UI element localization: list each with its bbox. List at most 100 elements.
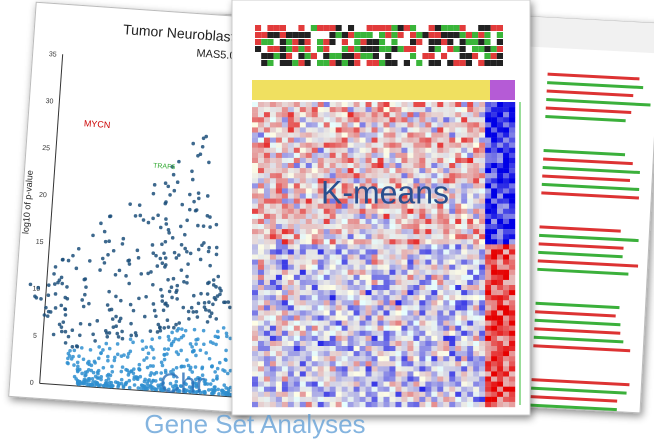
heatmap-cell — [282, 239, 288, 244]
heatmap-cell — [312, 300, 318, 305]
heatmap-cell — [294, 382, 300, 387]
heatmap-cell — [330, 107, 336, 112]
heatmap-cell — [354, 336, 360, 341]
annotation-cell — [274, 53, 280, 59]
heatmap-cell — [503, 316, 509, 321]
annotation-cell — [305, 32, 311, 38]
heatmap-cell — [437, 122, 443, 127]
heatmap-cell — [491, 163, 497, 168]
heatmap-cell — [485, 397, 491, 402]
heatmap-cell — [312, 178, 318, 183]
heatmap-cell — [264, 310, 270, 315]
heatmap-cell — [419, 122, 425, 127]
heatmap-cell — [419, 280, 425, 285]
heatmap-cell — [425, 224, 431, 229]
heatmap-cell — [479, 290, 485, 295]
heatmap-cell — [407, 305, 413, 310]
heatmap-cell — [449, 219, 455, 224]
heatmap-cell — [413, 138, 419, 143]
heatmap-cell — [378, 219, 384, 224]
heatmap-cell — [360, 143, 366, 148]
annotation-cell — [354, 60, 360, 66]
heatmap-cell — [389, 122, 395, 127]
heatmap-cell — [282, 387, 288, 392]
heatmap-cell — [389, 229, 395, 234]
heatmap-cell — [485, 326, 491, 331]
heatmap-cell — [443, 229, 449, 234]
annotation-cell — [422, 39, 428, 45]
heatmap-cell — [336, 305, 342, 310]
heatmap-cell — [336, 153, 342, 158]
heatmap-cell — [443, 168, 449, 173]
heatmap-cell — [455, 173, 461, 178]
heatmap-cell — [437, 346, 443, 351]
annotation-cell — [447, 46, 453, 52]
heatmap-cell — [455, 153, 461, 158]
annotation-cell — [441, 32, 447, 38]
heatmap-cell — [491, 173, 497, 178]
heatmap-cell — [479, 239, 485, 244]
heatmap-cell — [378, 326, 384, 331]
annotation-cell — [280, 39, 286, 45]
annotation-cell — [453, 25, 459, 31]
heatmap-cell — [491, 117, 497, 122]
heatmap-cell — [401, 107, 407, 112]
heatmap-cell — [270, 377, 276, 382]
heatmap-cell — [306, 331, 312, 336]
heatmap-cell — [443, 158, 449, 163]
heatmap-cell — [276, 188, 282, 193]
heatmap-cell — [431, 260, 437, 265]
heatmap-cell — [264, 168, 270, 173]
heatmap-cell — [443, 356, 449, 361]
heatmap-cell — [372, 219, 378, 224]
heatmap-cell — [455, 316, 461, 321]
heatmap-cell — [282, 117, 288, 122]
heatmap-cell — [276, 122, 282, 127]
heatmap-cell — [455, 392, 461, 397]
heatmap-cell — [360, 133, 366, 138]
heatmap-cell — [384, 117, 390, 122]
heatmap-cell — [276, 331, 282, 336]
heatmap-cell — [282, 112, 288, 117]
heatmap-cell — [372, 382, 378, 387]
heatmap-cell — [342, 117, 348, 122]
heatmap-cell — [306, 229, 312, 234]
heatmap-cell — [449, 148, 455, 153]
y-tick-label: 35 — [49, 51, 57, 59]
heatmap-cell — [401, 310, 407, 315]
heatmap-cell — [300, 163, 306, 168]
heatmap-cell — [312, 285, 318, 290]
annotation-cell — [497, 32, 503, 38]
heatmap-cell — [455, 371, 461, 376]
heatmap-cell — [389, 295, 395, 300]
heatmap-cell — [389, 366, 395, 371]
heatmap-cell — [372, 300, 378, 305]
partial-text: Chr — [160, 367, 205, 398]
heatmap-cell — [360, 122, 366, 127]
annotation-cell — [478, 53, 484, 59]
heatmap-cell — [425, 219, 431, 224]
heatmap-cell — [479, 143, 485, 148]
heatmap-cell — [366, 224, 372, 229]
heatmap-cell — [389, 234, 395, 239]
heatmap-cell — [407, 300, 413, 305]
heatmap-cell — [419, 371, 425, 376]
heatmap-cell — [413, 305, 419, 310]
heatmap-cell — [282, 275, 288, 280]
heatmap-cell — [479, 336, 485, 341]
heatmap-cell — [425, 316, 431, 321]
heatmap-cell — [348, 234, 354, 239]
annotation-cell — [379, 60, 385, 66]
heatmap-cell — [276, 204, 282, 209]
heatmap-cell — [401, 371, 407, 376]
heatmap-cell — [372, 356, 378, 361]
heatmap-cell — [270, 382, 276, 387]
y-tick-label: 30 — [45, 98, 53, 106]
heatmap-cell — [270, 331, 276, 336]
heatmap-cell — [485, 341, 491, 346]
heatmap-cell — [312, 336, 318, 341]
heatmap-cell — [312, 188, 318, 193]
heatmap-cell — [270, 392, 276, 397]
heatmap-cell — [503, 153, 509, 158]
